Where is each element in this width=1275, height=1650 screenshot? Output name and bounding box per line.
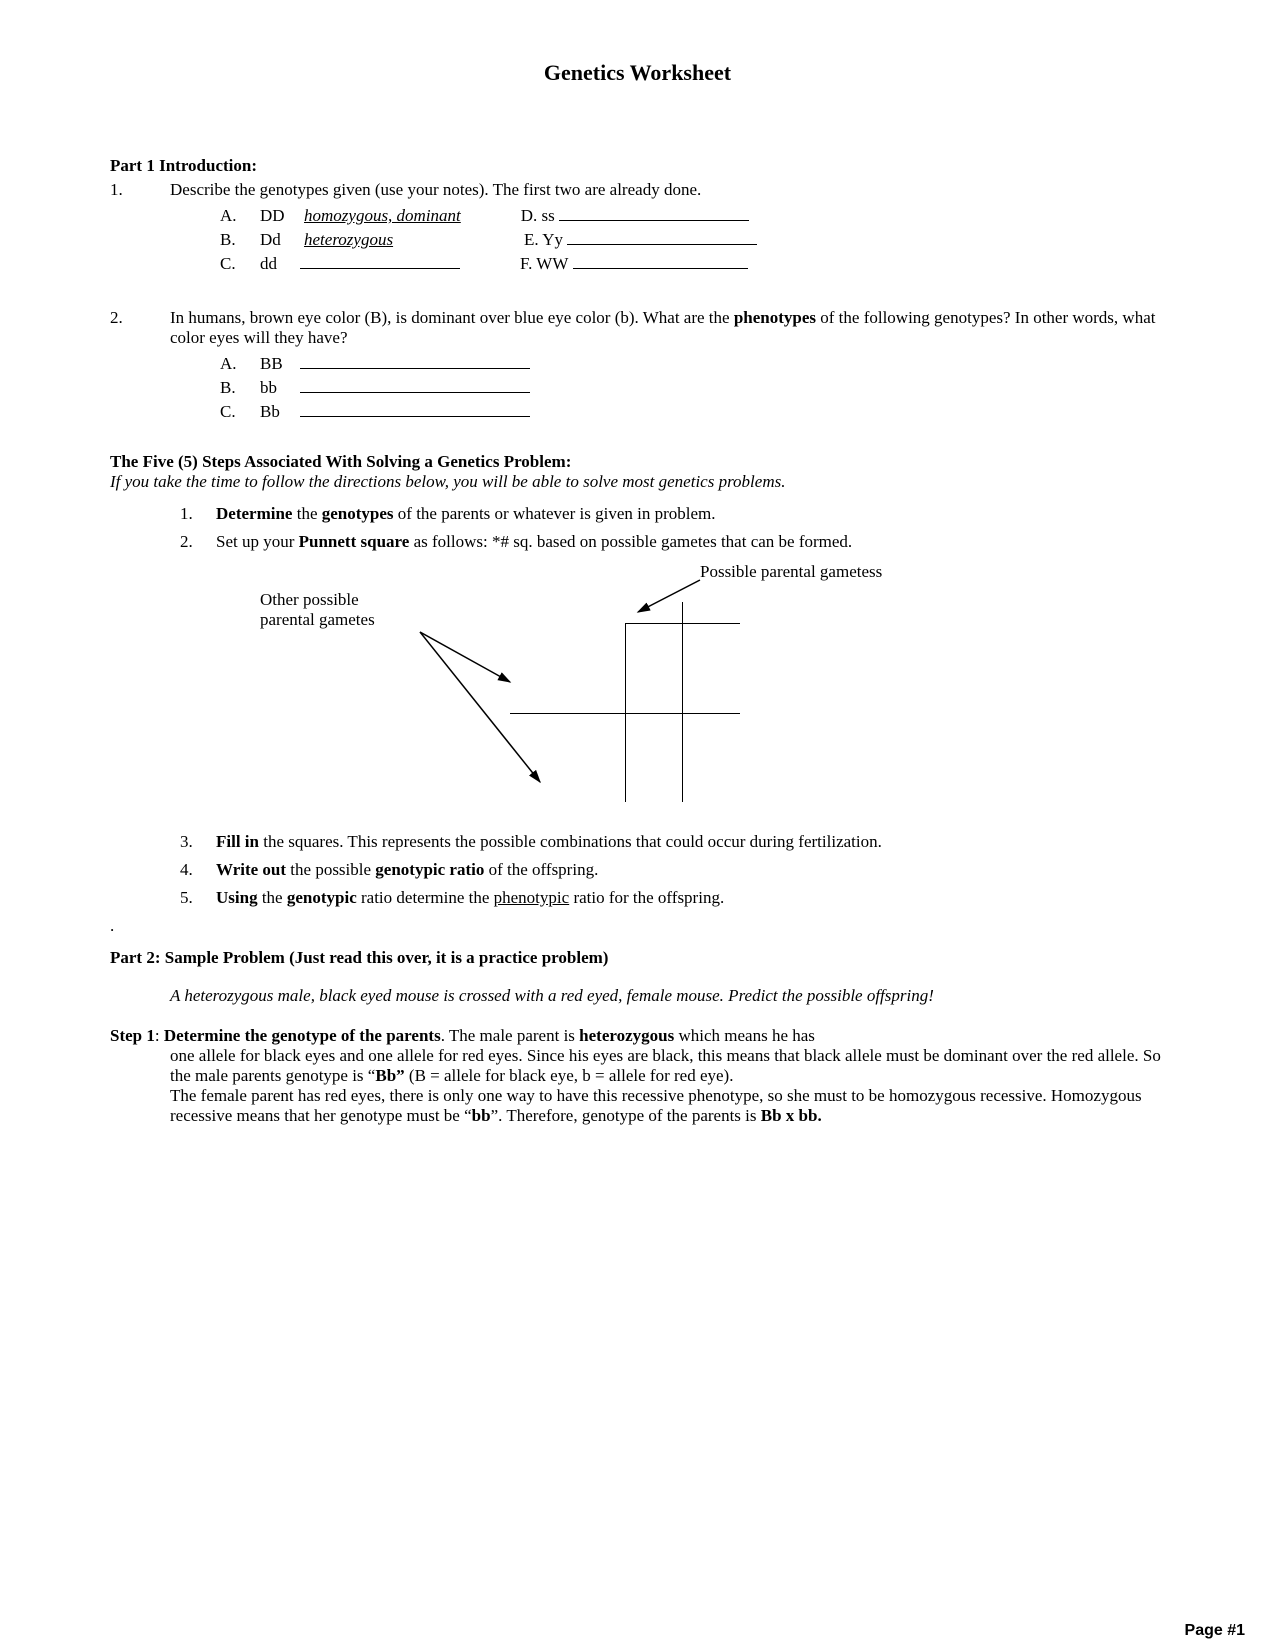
s2b: Punnett square bbox=[299, 532, 410, 551]
q1b-answer: heterozygous bbox=[304, 230, 464, 250]
q2-row-a: A. BB bbox=[220, 354, 1165, 374]
q2b-geno: bb bbox=[260, 378, 300, 398]
step1-b4: bb bbox=[472, 1106, 491, 1125]
q1b-letter: B. bbox=[220, 230, 260, 250]
step-list: 1. Determine the genotypes of the parent… bbox=[180, 504, 1165, 552]
q2-sublist: A. BB B. bb C. Bb bbox=[220, 354, 1165, 422]
q2c-geno: Bb bbox=[260, 402, 300, 422]
q2c-blank bbox=[300, 403, 530, 417]
s2c: as follows: *# sq. based on possible gam… bbox=[409, 532, 852, 551]
s3b: the squares. This represents the possibl… bbox=[259, 832, 882, 851]
q1-row-c: C. dd F. WW bbox=[220, 254, 1165, 274]
step-list-cont: 3. Fill in the squares. This represents … bbox=[180, 832, 1165, 908]
q1a-letter: A. bbox=[220, 206, 260, 226]
q1d-label: D. ss bbox=[521, 206, 555, 226]
step1-t5: ”. Therefore, genotype of the parents is bbox=[491, 1106, 761, 1125]
q1e-label: E. Yy bbox=[524, 230, 563, 250]
q1a-answer: homozygous, dominant bbox=[304, 206, 461, 226]
q1c-blank bbox=[300, 255, 460, 269]
step4-num: 4. bbox=[180, 860, 216, 880]
s2a: Set up your bbox=[216, 532, 299, 551]
s5f: ratio for the offspring. bbox=[569, 888, 724, 907]
q1b-geno: Dd bbox=[260, 230, 300, 250]
page: Genetics Worksheet Part 1 Introduction: … bbox=[0, 0, 1275, 1650]
q1-number: 1. bbox=[110, 180, 170, 278]
s5e: phenotypic bbox=[494, 888, 570, 907]
step1-b1: Determine the genotype of the parents bbox=[164, 1026, 441, 1045]
s3a: Fill in bbox=[216, 832, 259, 851]
step1-b2: heterozygous bbox=[579, 1026, 674, 1045]
page-number: Page #1 bbox=[1185, 1622, 1245, 1640]
q1f-label: F. WW bbox=[520, 254, 568, 274]
q2a-letter: A. bbox=[220, 354, 260, 374]
s1c: genotypes bbox=[322, 504, 394, 523]
step1-hang: one allele for black eyes and one allele… bbox=[170, 1046, 1165, 1126]
step-4: 4. Write out the possible genotypic rati… bbox=[180, 860, 1165, 880]
punnett-diagram: Possible parental gametess Other possibl… bbox=[230, 562, 1165, 822]
stray-period: . bbox=[110, 916, 1165, 936]
q2-prompt-pre: In humans, brown eye color (B), is domin… bbox=[170, 308, 734, 327]
step5-num: 5. bbox=[180, 888, 216, 908]
q2-row-c: C. Bb bbox=[220, 402, 1165, 422]
q1-sublist: A. DD homozygous, dominant D. ss B. Dd h… bbox=[220, 206, 1165, 274]
q1e-blank bbox=[567, 231, 757, 245]
step1-explanation: Step 1: Determine the genotype of the pa… bbox=[110, 1026, 1165, 1126]
part2-heading: Part 2: Sample Problem (Just read this o… bbox=[110, 948, 1165, 968]
steps-intro: If you take the time to follow the direc… bbox=[110, 472, 1165, 492]
q2-number: 2. bbox=[110, 308, 170, 426]
step1-t1: . The male parent is bbox=[441, 1026, 579, 1045]
s4b: the possible bbox=[286, 860, 375, 879]
step-5: 5. Using the genotypic ratio determine t… bbox=[180, 888, 1165, 908]
punnett-square bbox=[510, 602, 740, 802]
q2-body: In humans, brown eye color (B), is domin… bbox=[170, 308, 1165, 426]
q1-body: Describe the genotypes given (use your n… bbox=[170, 180, 1165, 278]
q1-row-b: B. Dd heterozygous E. Yy bbox=[220, 230, 1165, 250]
step1-colon: : bbox=[155, 1026, 164, 1045]
step2-num: 2. bbox=[180, 532, 216, 552]
q1c-letter: C. bbox=[220, 254, 260, 274]
q2a-geno: BB bbox=[260, 354, 300, 374]
s4d: of the offspring. bbox=[484, 860, 598, 879]
s5c: genotypic bbox=[287, 888, 357, 907]
s1a: Determine bbox=[216, 504, 292, 523]
q1c-geno: dd bbox=[260, 254, 300, 274]
step1-b5: Bb x bb. bbox=[761, 1106, 822, 1125]
q1d-blank bbox=[559, 207, 749, 221]
q1a-geno: DD bbox=[260, 206, 300, 226]
q2-row-b: B. bb bbox=[220, 378, 1165, 398]
q1-row-a: A. DD homozygous, dominant D. ss bbox=[220, 206, 1165, 226]
sample-problem: A heterozygous male, black eyed mouse is… bbox=[170, 986, 1165, 1006]
step-1: 1. Determine the genotypes of the parent… bbox=[180, 504, 1165, 524]
q2b-letter: B. bbox=[220, 378, 260, 398]
step1-num: 1. bbox=[180, 504, 216, 524]
s5a: Using bbox=[216, 888, 258, 907]
s4a: Write out bbox=[216, 860, 286, 879]
q1f-blank bbox=[573, 255, 748, 269]
step3-num: 3. bbox=[180, 832, 216, 852]
s4c: genotypic ratio bbox=[375, 860, 484, 879]
document-title: Genetics Worksheet bbox=[110, 60, 1165, 86]
q2c-letter: C. bbox=[220, 402, 260, 422]
s5b: the bbox=[258, 888, 287, 907]
step1-b3: Bb” bbox=[375, 1066, 404, 1085]
s1b: the bbox=[292, 504, 321, 523]
part1-heading: Part 1 Introduction: bbox=[110, 156, 1165, 176]
s1d: of the parents or whatever is given in p… bbox=[394, 504, 716, 523]
steps-heading: The Five (5) Steps Associated With Solvi… bbox=[110, 452, 1165, 472]
step1-t2: which means he has bbox=[674, 1026, 815, 1045]
q2: 2. In humans, brown eye color (B), is do… bbox=[110, 308, 1165, 426]
step-2: 2. Set up your Punnett square as follows… bbox=[180, 532, 1165, 552]
q2b-blank bbox=[300, 379, 530, 393]
step-3: 3. Fill in the squares. This represents … bbox=[180, 832, 1165, 852]
q2a-blank bbox=[300, 355, 530, 369]
s5d: ratio determine the bbox=[357, 888, 494, 907]
q2-prompt-bold: phenotypes bbox=[734, 308, 816, 327]
step1-label: Step 1 bbox=[110, 1026, 155, 1045]
q1: 1. Describe the genotypes given (use you… bbox=[110, 180, 1165, 278]
q1-prompt: Describe the genotypes given (use your n… bbox=[170, 180, 701, 199]
